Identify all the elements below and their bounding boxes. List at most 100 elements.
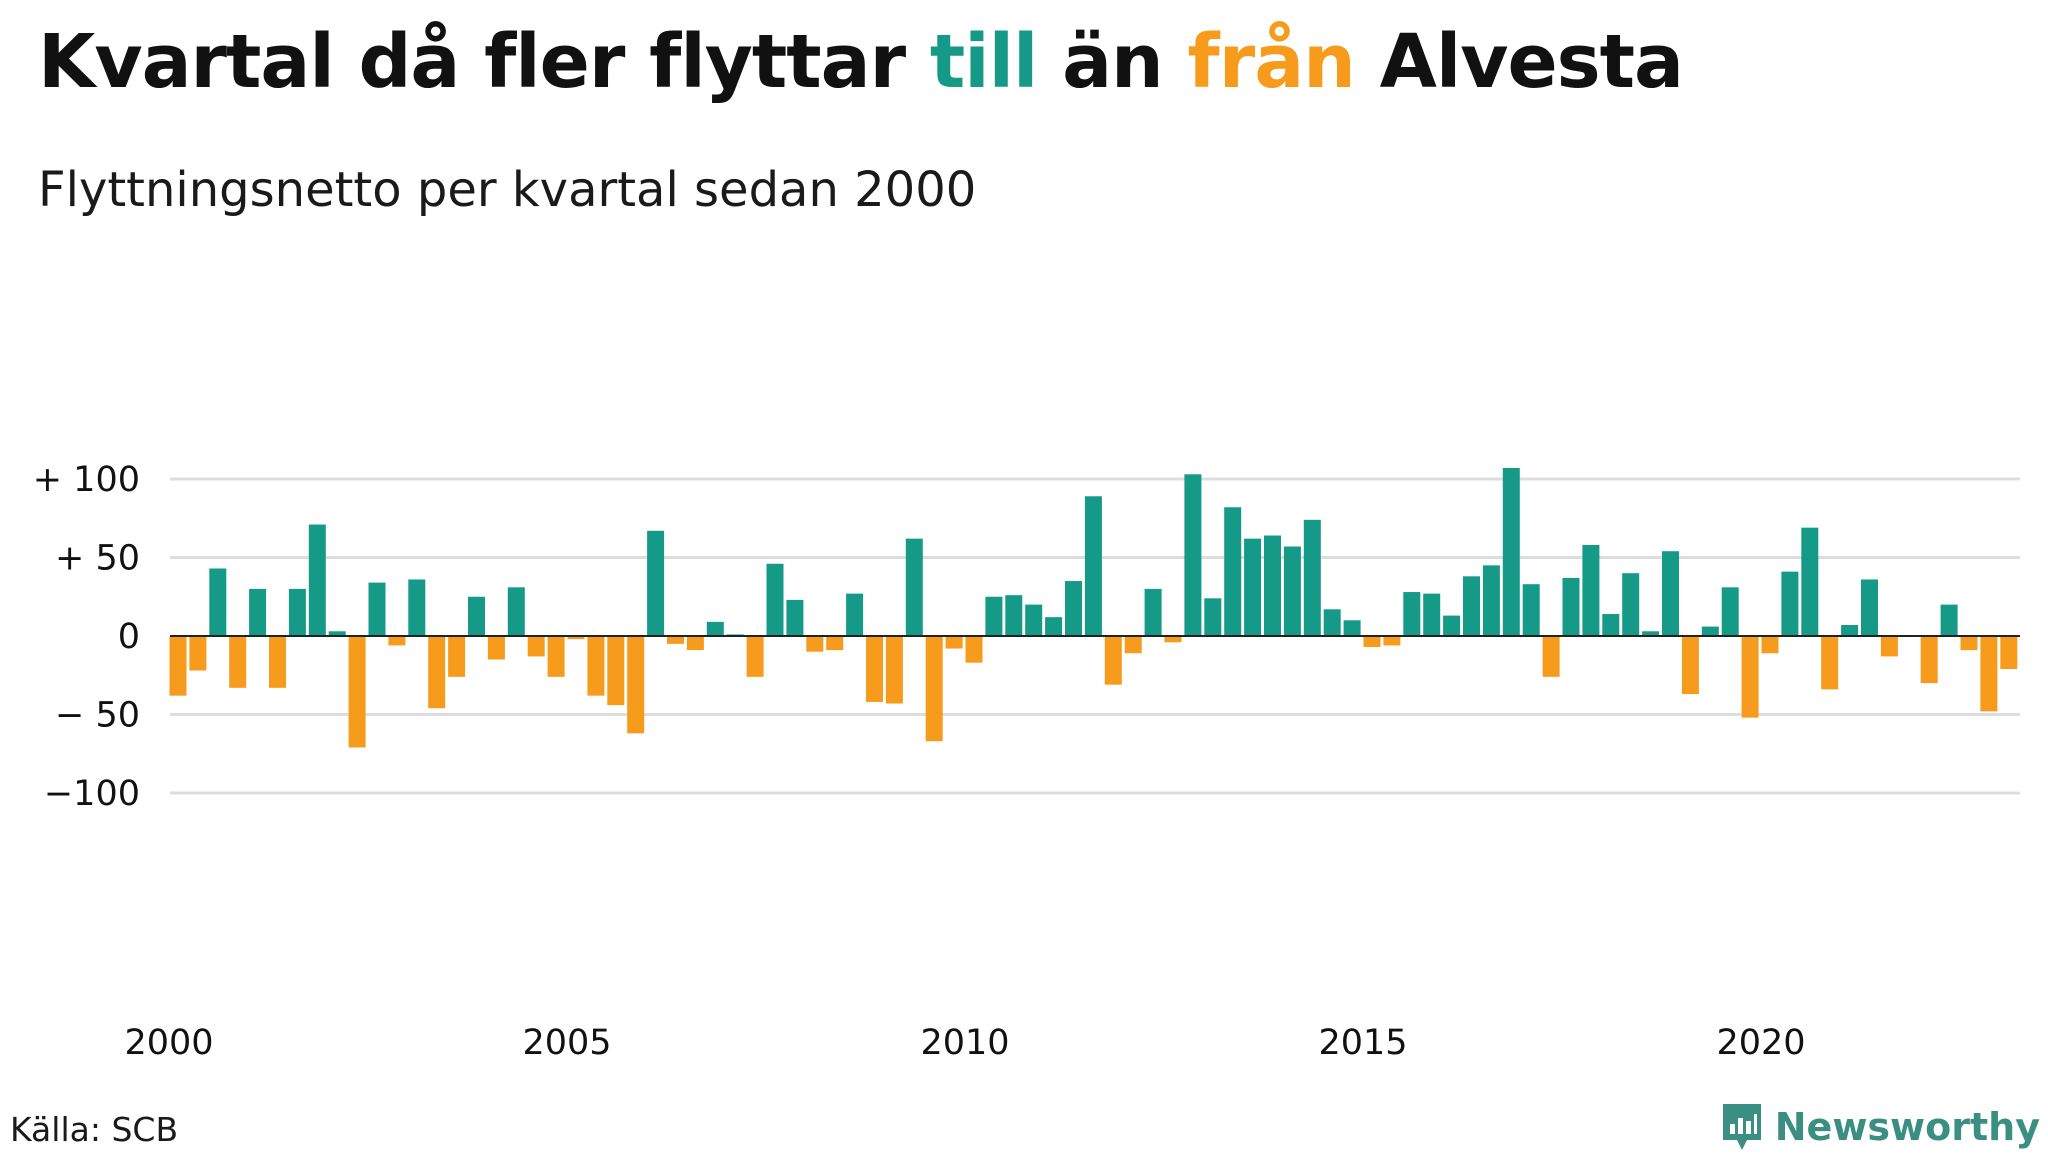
bar-q77 (1681, 636, 1699, 695)
y-tick-label: − 50 (55, 696, 140, 736)
bar-q48 (1104, 636, 1122, 685)
bar-q18 (507, 587, 525, 636)
bar-q21 (567, 636, 585, 640)
x-tick-label: 2015 (1318, 1023, 1407, 1063)
bar-q45 (1045, 617, 1063, 636)
bar-q42 (985, 596, 1003, 636)
bar-q87 (1880, 636, 1898, 657)
title-word-fran: från (1187, 19, 1356, 105)
bar-q93 (2000, 636, 2018, 669)
bar-q25 (647, 530, 665, 636)
bar-q38 (905, 538, 923, 636)
newsworthy-logo-icon (1722, 1104, 1761, 1150)
bar-q72 (1582, 544, 1600, 636)
bar-q16 (468, 596, 485, 636)
bar-q26 (667, 636, 684, 644)
bar-q7 (288, 588, 306, 636)
bar-q39 (925, 636, 943, 742)
brand-logo: Newsworthy (1719, 1100, 2040, 1154)
bar-q44 (1025, 604, 1043, 636)
bar-q58 (1303, 519, 1321, 636)
title-text-3: Alvesta (1354, 19, 1684, 105)
brand-name: Newsworthy (1774, 1105, 2040, 1149)
bar-q79 (1721, 587, 1739, 636)
bar-q3 (209, 568, 227, 636)
bar-q66 (1463, 576, 1480, 636)
bar-q22 (587, 636, 605, 696)
bar-q9 (328, 631, 346, 636)
title-text-2: än (1037, 19, 1188, 105)
bar-q40 (945, 636, 963, 649)
title-word-till: till (929, 19, 1038, 105)
bar-q80 (1741, 636, 1759, 718)
bar-q34 (826, 636, 844, 651)
bar-q75 (1642, 631, 1660, 636)
bar-q85 (1841, 625, 1859, 636)
bar-q32 (786, 599, 804, 636)
bar-q11 (368, 582, 386, 636)
bar-q64 (1423, 593, 1441, 636)
bar-q30 (746, 636, 764, 677)
bar-q92 (1980, 636, 1998, 712)
bar-q82 (1781, 571, 1799, 636)
bar-q63 (1403, 592, 1421, 636)
bar-q67 (1482, 565, 1500, 636)
bar-q55 (1244, 538, 1262, 636)
bar-q50 (1144, 588, 1162, 636)
bar-q60 (1343, 620, 1361, 636)
bar-q4 (229, 636, 247, 688)
x-tick-label: 2010 (920, 1023, 1009, 1063)
bar-q6 (269, 636, 286, 688)
bar-q46 (1065, 581, 1082, 636)
bar-q12 (388, 636, 406, 646)
bar-q19 (527, 636, 545, 657)
bar-q37 (885, 636, 903, 704)
bar-q86 (1861, 579, 1878, 636)
bar-q43 (1005, 595, 1023, 636)
bar-q71 (1562, 577, 1580, 636)
bar-q10 (348, 636, 366, 748)
bar-q24 (627, 636, 645, 734)
x-tick-label: 2000 (124, 1023, 213, 1063)
bar-q68 (1502, 468, 1520, 636)
y-tick-label: + 100 (33, 460, 140, 500)
bar-q5 (249, 588, 267, 636)
bar-q53 (1204, 598, 1222, 636)
bar-q31 (766, 563, 784, 636)
bar-q73 (1602, 614, 1620, 636)
axes: + 100 + 50 0 − 50 −100 2000 2005 2010 2015 2020 (33, 460, 2020, 1063)
bar-q49 (1124, 636, 1142, 654)
bar-q14 (428, 636, 446, 709)
title-text-1: Kvartal då fler flyttar (38, 19, 930, 105)
bar-q23 (607, 636, 625, 706)
bar-q81 (1761, 636, 1779, 654)
y-tick-label: −100 (44, 774, 140, 814)
bar-q41 (965, 636, 983, 663)
bar-q17 (487, 636, 505, 660)
bar-q62 (1383, 636, 1401, 646)
bar-q59 (1323, 609, 1341, 636)
bar-q91 (1960, 636, 1978, 651)
bar-q61 (1363, 636, 1381, 647)
bar-q1 (169, 636, 187, 696)
bar-q57 (1283, 546, 1301, 636)
bar-q13 (408, 579, 426, 636)
bar-q74 (1622, 573, 1640, 636)
chart-subtitle: Flyttningsnetto per kvartal sedan 2000 (38, 162, 977, 218)
bar-q52 (1184, 474, 1202, 636)
bars (169, 468, 2018, 748)
bar-q51 (1164, 636, 1182, 643)
bar-q35 (846, 593, 864, 636)
chart-title: Kvartal då fler flyttar till än från Alv… (38, 19, 1684, 105)
x-tick-label: 2020 (1716, 1023, 1805, 1063)
bar-q78 (1701, 626, 1719, 636)
bar-q8 (308, 524, 326, 636)
y-tick-label: 0 (118, 617, 140, 657)
bar-q76 (1662, 551, 1679, 636)
x-tick-label: 2005 (522, 1023, 611, 1063)
bar-q69 (1522, 584, 1540, 636)
bar-q20 (547, 636, 565, 677)
bar-q15 (448, 636, 466, 677)
bar-q36 (866, 636, 883, 702)
